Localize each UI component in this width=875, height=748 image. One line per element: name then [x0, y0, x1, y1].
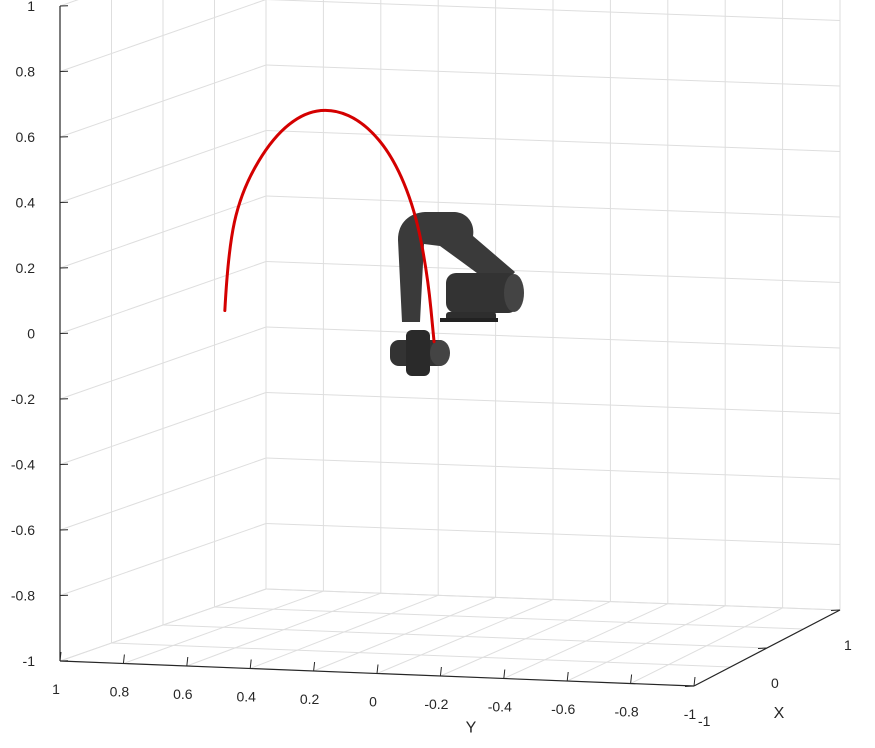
gridline [265, 261, 841, 283]
robot-base-joint [406, 330, 430, 376]
y-tick [439, 666, 442, 677]
axes: 1 0.8 0.6 0.4 0.2 0 -0.2 -0.4 -0.6 -0.8 -1 1 0.8 0.6 0… [11, 0, 852, 737]
z-tick-label: -0.2 [11, 391, 35, 407]
robot-tool-plate [440, 318, 498, 322]
gridline [162, 624, 768, 649]
y-tick [630, 674, 633, 684]
y-tick-label: -1 [684, 706, 697, 722]
x-tick [684, 685, 695, 687]
gridline [265, 130, 841, 152]
y-tick [503, 669, 506, 679]
y-tick [566, 671, 569, 682]
robot-wrist [446, 273, 518, 313]
robot-upper-link [398, 212, 515, 322]
y-tick-label: 0.4 [236, 689, 256, 705]
z-tick-label: 0.2 [16, 260, 36, 276]
z-tick-label: -0.8 [11, 588, 35, 604]
y-tick-label: 0 [369, 694, 377, 710]
y-tick-label: -0.2 [424, 696, 448, 712]
y-tick-label: 0.6 [173, 686, 193, 702]
z-tick-label: 0.6 [16, 129, 36, 145]
gridline [265, 195, 841, 218]
y-tick [59, 651, 62, 662]
y-tick-label: 0.8 [110, 684, 130, 700]
y-axis-label: Y [466, 720, 477, 737]
z-tick-label: 0 [27, 326, 35, 342]
x-tick [830, 609, 841, 611]
gridline [214, 606, 804, 630]
gridline [265, 0, 841, 21]
trajectory-series [223, 108, 436, 344]
x-axis-label: X [774, 705, 785, 722]
z-tick-label: -0.6 [11, 522, 35, 538]
x-tick-label: 1 [844, 637, 852, 653]
gridline [265, 64, 841, 87]
y-tick [122, 654, 125, 664]
z-tick-label: -0.4 [11, 457, 35, 473]
z-tick-label: 0.4 [16, 195, 36, 211]
robot-wrist-cap [504, 274, 524, 312]
y-tick [313, 661, 316, 672]
y-tick-label: 0.2 [300, 691, 320, 707]
z-tick-label: -1 [23, 653, 36, 669]
y-tick-label: 1 [52, 681, 60, 697]
robot-base-cap [430, 340, 450, 366]
trajectory-line [223, 108, 436, 344]
x-tick [757, 647, 768, 649]
x-tick-label: 0 [771, 675, 779, 691]
z-tick-label: 1 [27, 0, 35, 14]
z-tick-label: 0.8 [16, 64, 36, 80]
y-tick [693, 676, 696, 687]
gridline [265, 588, 841, 611]
y-tick-label: -0.6 [551, 701, 575, 717]
y-tick [186, 656, 189, 667]
gridline [111, 642, 731, 668]
y-tick-label: -0.8 [615, 704, 639, 720]
y-tick [376, 664, 379, 674]
robot-arm [390, 212, 524, 376]
y-tick-label: -0.4 [488, 699, 512, 715]
x-tick-label: -1 [698, 713, 711, 729]
y-tick [249, 659, 252, 669]
